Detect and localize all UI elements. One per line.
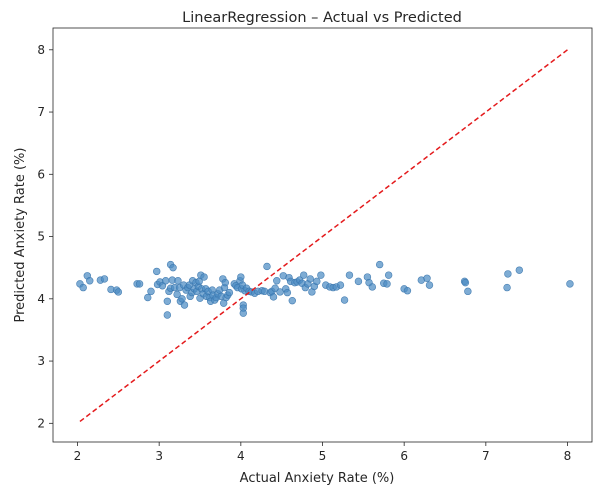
data-point — [169, 263, 177, 272]
data-point — [515, 266, 524, 274]
data-point — [173, 290, 181, 299]
data-point — [200, 273, 208, 281]
data-point — [79, 283, 87, 292]
data-point — [178, 295, 186, 303]
data-point — [566, 280, 574, 288]
data-point — [276, 288, 284, 296]
data-point — [271, 284, 279, 292]
data-point — [368, 283, 377, 291]
data-point — [237, 273, 245, 281]
points-layer — [76, 260, 574, 319]
data-point — [263, 262, 271, 271]
y-axis-label: Predicted Anxiety Rate (%) — [13, 148, 28, 323]
data-point — [384, 271, 393, 279]
data-point — [306, 275, 314, 283]
data-point — [239, 309, 247, 317]
data-point — [269, 293, 278, 301]
data-point — [504, 270, 512, 278]
y-tick-label: 4 — [37, 292, 45, 306]
y-tick-label: 2 — [37, 416, 45, 430]
data-point — [162, 277, 170, 285]
data-point — [354, 277, 363, 286]
data-point — [313, 277, 321, 286]
x-tick-label: 2 — [74, 449, 82, 463]
data-point — [403, 287, 412, 295]
x-tick-label: 6 — [400, 449, 408, 463]
y-tick-label: 3 — [37, 354, 45, 368]
plot-area — [53, 28, 592, 442]
x-tick-label: 3 — [155, 449, 163, 463]
x-tick-label: 4 — [237, 449, 245, 463]
data-point — [144, 293, 152, 302]
data-point — [503, 283, 511, 292]
data-point — [114, 288, 123, 296]
data-point — [100, 275, 109, 283]
data-point — [153, 267, 161, 276]
data-point — [461, 278, 470, 287]
data-point — [273, 277, 281, 285]
data-point — [221, 278, 230, 287]
data-point — [383, 280, 391, 288]
data-point — [86, 277, 94, 285]
x-tick-label: 8 — [564, 449, 572, 463]
data-point — [345, 271, 354, 279]
data-point — [317, 271, 325, 279]
data-point — [163, 311, 172, 319]
data-point — [180, 301, 189, 309]
data-point — [283, 288, 292, 297]
data-point — [300, 271, 308, 279]
data-point — [423, 274, 431, 282]
data-point — [336, 281, 345, 289]
y-tick-label: 5 — [37, 230, 45, 244]
data-point — [174, 277, 182, 285]
x-tick-label: 7 — [482, 449, 490, 463]
x-axis-label: Actual Anxiety Rate (%) — [240, 471, 395, 486]
data-point — [425, 281, 434, 289]
y-axis: 2 3 4 5 6 7 8 — [37, 43, 53, 430]
data-point — [464, 287, 472, 296]
y-tick-label: 6 — [37, 167, 45, 181]
x-axis: 2 3 4 5 6 7 8 — [74, 442, 572, 463]
data-point — [375, 260, 384, 269]
data-point — [147, 287, 155, 296]
reference-line — [79, 49, 568, 423]
y-tick-label: 8 — [37, 43, 45, 57]
data-point — [340, 296, 349, 304]
data-point — [135, 280, 144, 288]
x-tick-label: 5 — [319, 449, 327, 463]
data-point — [225, 288, 234, 297]
data-point — [288, 296, 296, 305]
chart-title: LinearRegression – Actual vs Predicted — [182, 10, 462, 26]
y-tick-label: 7 — [37, 105, 45, 119]
data-point — [163, 297, 172, 306]
